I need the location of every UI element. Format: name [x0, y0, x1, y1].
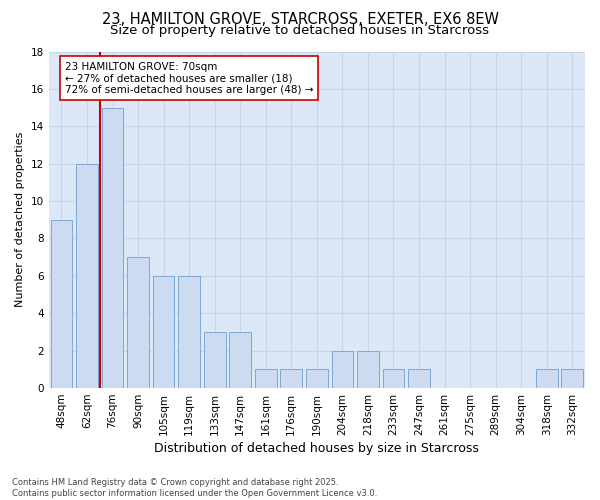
- Bar: [357, 350, 379, 388]
- Bar: [153, 276, 175, 388]
- Bar: [229, 332, 251, 388]
- X-axis label: Distribution of detached houses by size in Starcross: Distribution of detached houses by size …: [154, 442, 479, 455]
- Bar: [562, 370, 583, 388]
- Text: 23 HAMILTON GROVE: 70sqm
← 27% of detached houses are smaller (18)
72% of semi-d: 23 HAMILTON GROVE: 70sqm ← 27% of detach…: [65, 62, 313, 95]
- Bar: [306, 370, 328, 388]
- Bar: [408, 370, 430, 388]
- Bar: [127, 257, 149, 388]
- Bar: [76, 164, 98, 388]
- Text: 23, HAMILTON GROVE, STARCROSS, EXETER, EX6 8EW: 23, HAMILTON GROVE, STARCROSS, EXETER, E…: [101, 12, 499, 28]
- Text: Size of property relative to detached houses in Starcross: Size of property relative to detached ho…: [110, 24, 490, 37]
- Text: Contains HM Land Registry data © Crown copyright and database right 2025.
Contai: Contains HM Land Registry data © Crown c…: [12, 478, 377, 498]
- Bar: [50, 220, 72, 388]
- Bar: [101, 108, 124, 388]
- Bar: [178, 276, 200, 388]
- Bar: [332, 350, 353, 388]
- Bar: [383, 370, 404, 388]
- Bar: [536, 370, 557, 388]
- Bar: [280, 370, 302, 388]
- Bar: [204, 332, 226, 388]
- Bar: [255, 370, 277, 388]
- Y-axis label: Number of detached properties: Number of detached properties: [15, 132, 25, 308]
